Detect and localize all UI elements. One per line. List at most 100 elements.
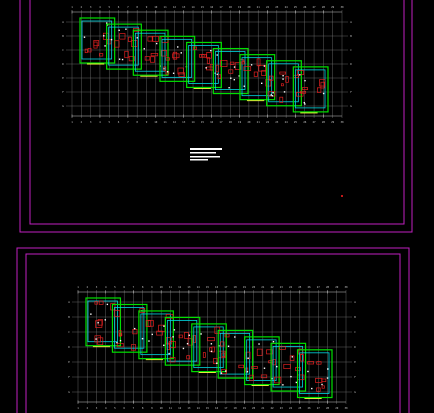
column-marker bbox=[272, 92, 274, 94]
interior-wall bbox=[299, 352, 330, 394]
room-outline bbox=[296, 91, 304, 97]
room-outline bbox=[114, 40, 120, 48]
column-marker bbox=[282, 75, 284, 77]
grid-axis-label: 5 bbox=[114, 406, 116, 410]
column-marker bbox=[210, 49, 212, 52]
grid-axis-label: 7 bbox=[133, 406, 135, 410]
room-outline bbox=[128, 36, 132, 42]
column-marker bbox=[243, 85, 245, 87]
grid-axis-label: 2 bbox=[86, 406, 88, 410]
grid-axis-label: C bbox=[354, 330, 356, 334]
room-outline bbox=[301, 87, 308, 90]
column-marker bbox=[321, 383, 323, 386]
grid-axis-label: B bbox=[62, 34, 64, 38]
grid-axis-label: 5 bbox=[108, 120, 110, 124]
interior-wall bbox=[241, 57, 273, 97]
grid-axis-label: 15 bbox=[201, 120, 205, 124]
interior-wall bbox=[294, 69, 326, 109]
grid-axis-label: 21 bbox=[261, 285, 265, 289]
column-marker bbox=[119, 339, 122, 342]
floor-plan-upper[interactable]: 1122334455667788991010111112121313141415… bbox=[62, 5, 352, 124]
room-outline bbox=[316, 361, 322, 365]
column-marker bbox=[188, 334, 190, 336]
grid-axis-label: 21 bbox=[261, 406, 265, 410]
room-outline bbox=[260, 374, 268, 379]
column-marker bbox=[180, 52, 182, 54]
column-marker bbox=[216, 362, 218, 364]
building-outline bbox=[292, 66, 329, 113]
building-outline bbox=[186, 41, 222, 89]
building-outline bbox=[132, 29, 169, 76]
building-outline bbox=[138, 310, 174, 360]
grid-axis-label: 24 bbox=[289, 285, 293, 289]
room-outline bbox=[279, 96, 284, 103]
room-outline bbox=[207, 337, 215, 342]
grid-axis-label: B bbox=[68, 315, 70, 319]
floor-plan-lower[interactable]: 1122334455667788991010111112121313141415… bbox=[68, 285, 356, 410]
room-outline bbox=[165, 57, 170, 61]
plan-sheet-upper[interactable]: 1122334455667788991010111112121313141415… bbox=[19, 0, 413, 233]
room-outline bbox=[163, 66, 167, 72]
grid-axis-label: D bbox=[350, 62, 352, 66]
column-marker bbox=[234, 336, 236, 338]
plan-sheet-lower[interactable]: 1122334455667788991010111112121313141415… bbox=[16, 247, 410, 413]
column-marker bbox=[106, 24, 109, 26]
grid-axis-label: 5 bbox=[114, 285, 116, 289]
room-outline bbox=[206, 52, 212, 59]
grid-axis-label: 15 bbox=[206, 406, 210, 410]
building-outline bbox=[217, 329, 254, 379]
grid-axis-label: 16 bbox=[210, 120, 214, 124]
room-outline bbox=[124, 50, 129, 59]
room-outline bbox=[221, 369, 227, 375]
grid-axis-label: 5 bbox=[108, 5, 110, 9]
room-outline bbox=[317, 87, 322, 93]
grid-axis-label: 2 bbox=[81, 120, 83, 124]
grid-axis-label: 26 bbox=[303, 5, 307, 9]
grid-axis-label: 28 bbox=[322, 120, 326, 124]
grid-axis-label: 23 bbox=[275, 120, 279, 124]
room-outline bbox=[178, 334, 183, 339]
column-marker bbox=[322, 92, 325, 95]
grid-axis-label: 26 bbox=[307, 406, 311, 410]
grid-axis-label: 22 bbox=[266, 120, 270, 124]
room-outline bbox=[261, 70, 267, 76]
grid-axis-label: 14 bbox=[197, 406, 201, 410]
legend-note bbox=[190, 148, 222, 161]
grid-axis-label: 12 bbox=[178, 285, 182, 289]
grid-axis-label: 9 bbox=[151, 406, 153, 410]
grid-axis-label: 10 bbox=[160, 406, 164, 410]
column-marker bbox=[246, 371, 249, 373]
room-outline bbox=[256, 58, 261, 67]
grid-axis-label: 19 bbox=[238, 120, 242, 124]
column-marker bbox=[163, 344, 165, 347]
column-marker bbox=[225, 370, 227, 372]
interior-wall bbox=[114, 307, 145, 349]
column-marker bbox=[133, 327, 136, 330]
grid-axis-label: 27 bbox=[313, 120, 317, 124]
room-outline bbox=[307, 361, 314, 365]
grid-axis-label: G bbox=[354, 390, 356, 394]
grid-axis-label: D bbox=[68, 345, 70, 349]
column-marker bbox=[166, 71, 169, 73]
column-marker bbox=[95, 338, 97, 340]
column-marker bbox=[230, 77, 232, 79]
room-outline bbox=[128, 56, 135, 62]
grid-axis-label: 25 bbox=[294, 5, 298, 9]
column-marker bbox=[104, 319, 106, 321]
column-marker bbox=[121, 58, 124, 61]
room-outline bbox=[279, 71, 286, 75]
column-marker bbox=[233, 78, 236, 81]
grid-axis-label: E bbox=[350, 76, 352, 80]
column-marker bbox=[276, 365, 278, 368]
grid-axis-label: 4 bbox=[99, 120, 101, 124]
sheet-outer-frame bbox=[19, 0, 413, 233]
grid-axis-label: 14 bbox=[191, 120, 195, 124]
interior-wall bbox=[161, 38, 193, 78]
grid-axis-label: 23 bbox=[275, 5, 279, 9]
column-marker bbox=[118, 29, 120, 32]
room-outline bbox=[177, 67, 184, 75]
grid-axis-label: 22 bbox=[271, 285, 275, 289]
grid-axis-label: 26 bbox=[307, 285, 311, 289]
building-outline bbox=[266, 60, 302, 107]
